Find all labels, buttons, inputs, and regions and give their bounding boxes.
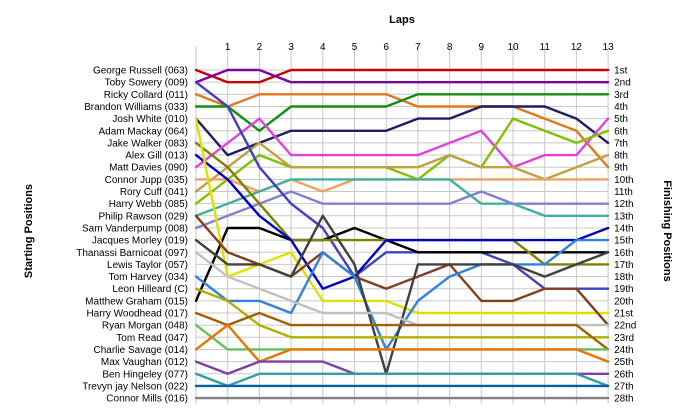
series-line bbox=[194, 190, 610, 230]
starting-position-labels: George Russell (063)Toby Sowery (009)Ric… bbox=[76, 66, 188, 405]
finishing-label: 27th bbox=[614, 381, 633, 392]
lap-tick-label: 13 bbox=[603, 42, 615, 53]
finishing-label: 15th bbox=[614, 236, 633, 247]
starting-label: Trevyn jay Nelson (022) bbox=[82, 381, 188, 392]
starting-label: Philip Rawson (029) bbox=[99, 211, 189, 222]
starting-label: Sam Vanderpump (008) bbox=[82, 223, 188, 234]
starting-label: Alex Gill (013) bbox=[125, 151, 188, 162]
starting-label: Brandon Williams (033) bbox=[84, 102, 188, 113]
series-line bbox=[194, 287, 610, 339]
lap-tick-label: 10 bbox=[507, 42, 519, 53]
finishing-label: 7th bbox=[614, 138, 628, 149]
starting-label: George Russell (063) bbox=[93, 66, 188, 77]
starting-label: Tom Read (047) bbox=[116, 333, 188, 344]
finishing-label: 20th bbox=[614, 296, 633, 307]
lap-tick-label: 6 bbox=[383, 42, 389, 53]
series-line bbox=[194, 117, 610, 315]
lap-tick-label: 5 bbox=[352, 42, 358, 53]
finishing-label: 1st bbox=[614, 66, 628, 77]
finishing-label: 5th bbox=[614, 114, 628, 125]
lap-tick-label: 7 bbox=[415, 42, 421, 53]
series-line bbox=[194, 311, 610, 351]
y-left-axis-title: Starting Positions bbox=[23, 184, 35, 278]
starting-label: Josh White (010) bbox=[112, 114, 188, 125]
starting-label: Ben Hingeley (077) bbox=[102, 369, 188, 380]
series-line bbox=[194, 178, 610, 218]
series-line bbox=[194, 80, 610, 290]
finishing-label: 25th bbox=[614, 357, 633, 368]
series-line bbox=[194, 226, 610, 303]
starting-label: Connor Mills (016) bbox=[106, 394, 188, 405]
lap-tick-label: 2 bbox=[257, 42, 263, 53]
lap-tick-label: 3 bbox=[288, 42, 294, 53]
finishing-label: 16th bbox=[614, 248, 633, 259]
lap-tick-label: 8 bbox=[447, 42, 453, 53]
starting-label: Jacques Morley (019) bbox=[92, 236, 188, 247]
starting-label: Toby Sowery (009) bbox=[105, 78, 188, 89]
finishing-label: 13th bbox=[614, 211, 633, 222]
series-line bbox=[194, 178, 610, 193]
finishing-label: 12th bbox=[614, 199, 633, 210]
lap-tick-label: 11 bbox=[540, 42, 551, 53]
finishing-label: 6th bbox=[614, 126, 628, 137]
finishing-label: 23rd bbox=[614, 333, 634, 344]
series-line bbox=[194, 117, 610, 205]
series-line bbox=[194, 323, 610, 363]
y-right-axis-title: Finishing Positions bbox=[661, 180, 673, 281]
finishing-label: 4th bbox=[614, 102, 628, 113]
finishing-label: 3rd bbox=[614, 90, 628, 101]
finishing-label: 28th bbox=[614, 394, 633, 405]
x-axis-title: Laps bbox=[389, 14, 415, 26]
starting-label: Tom Harvey (034) bbox=[109, 272, 188, 283]
series-line bbox=[194, 214, 610, 327]
series-line bbox=[194, 153, 610, 290]
finishing-position-labels: 1st2nd3rd4th5th6th7th8th9th10th11th12th1… bbox=[614, 66, 636, 405]
starting-label: Rory Cuff (041) bbox=[120, 187, 188, 198]
starting-label: Max Vaughan (012) bbox=[101, 357, 188, 368]
starting-label: Jake Walker (083) bbox=[107, 138, 188, 149]
finishing-label: 21st bbox=[614, 309, 633, 320]
finishing-label: 14th bbox=[614, 223, 633, 234]
starting-label: Harry Webb (085) bbox=[109, 199, 188, 210]
lap-tick-label: 1 bbox=[225, 42, 231, 53]
starting-label: Charlie Savage (014) bbox=[94, 345, 189, 356]
finishing-label: 9th bbox=[614, 163, 628, 174]
series-line bbox=[194, 372, 610, 388]
lap-tick-label: 4 bbox=[320, 42, 326, 53]
starting-label: Lewis Taylor (057) bbox=[107, 260, 188, 271]
finishing-label: 2nd bbox=[614, 78, 631, 89]
series-lines bbox=[194, 68, 610, 400]
series-line bbox=[194, 105, 610, 157]
finishing-label: 26th bbox=[614, 369, 633, 380]
starting-label: Matthew Graham (015) bbox=[85, 296, 188, 307]
series-line bbox=[194, 117, 610, 169]
starting-label: Harry Woodhead (017) bbox=[86, 309, 188, 320]
starting-label: Leon Hilleard (C) bbox=[112, 284, 188, 295]
finishing-label: 10th bbox=[614, 175, 633, 186]
lap-tick-labels: 1 2 3 4 5 6 7 8 9 10 11 12 13 bbox=[225, 42, 614, 53]
finishing-label: 17th bbox=[614, 260, 633, 271]
starting-label: Adam Mackay (064) bbox=[99, 126, 188, 137]
series-line bbox=[194, 141, 610, 193]
starting-label: Connor Jupp (035) bbox=[105, 175, 188, 186]
series-line bbox=[194, 93, 610, 133]
series-line bbox=[194, 68, 610, 84]
starting-label: Ricky Collard (011) bbox=[104, 90, 188, 101]
lap-tick-label: 12 bbox=[571, 42, 583, 53]
finishing-label: 22nd bbox=[614, 321, 636, 332]
lap-tick-label: 9 bbox=[479, 42, 485, 53]
series-line bbox=[194, 68, 610, 84]
finishing-label: 19th bbox=[614, 284, 633, 295]
finishing-label: 8th bbox=[614, 151, 628, 162]
series-line bbox=[194, 360, 610, 375]
starting-label: Matt Davies (090) bbox=[109, 163, 188, 174]
starting-label: Thanassi Barnicoat (097) bbox=[76, 248, 188, 259]
starting-label: Ryan Morgan (048) bbox=[102, 321, 188, 332]
finishing-label: 18th bbox=[614, 272, 633, 283]
series-line bbox=[194, 238, 610, 351]
finishing-label: 11th bbox=[614, 187, 633, 198]
finishing-label: 24th bbox=[614, 345, 633, 356]
